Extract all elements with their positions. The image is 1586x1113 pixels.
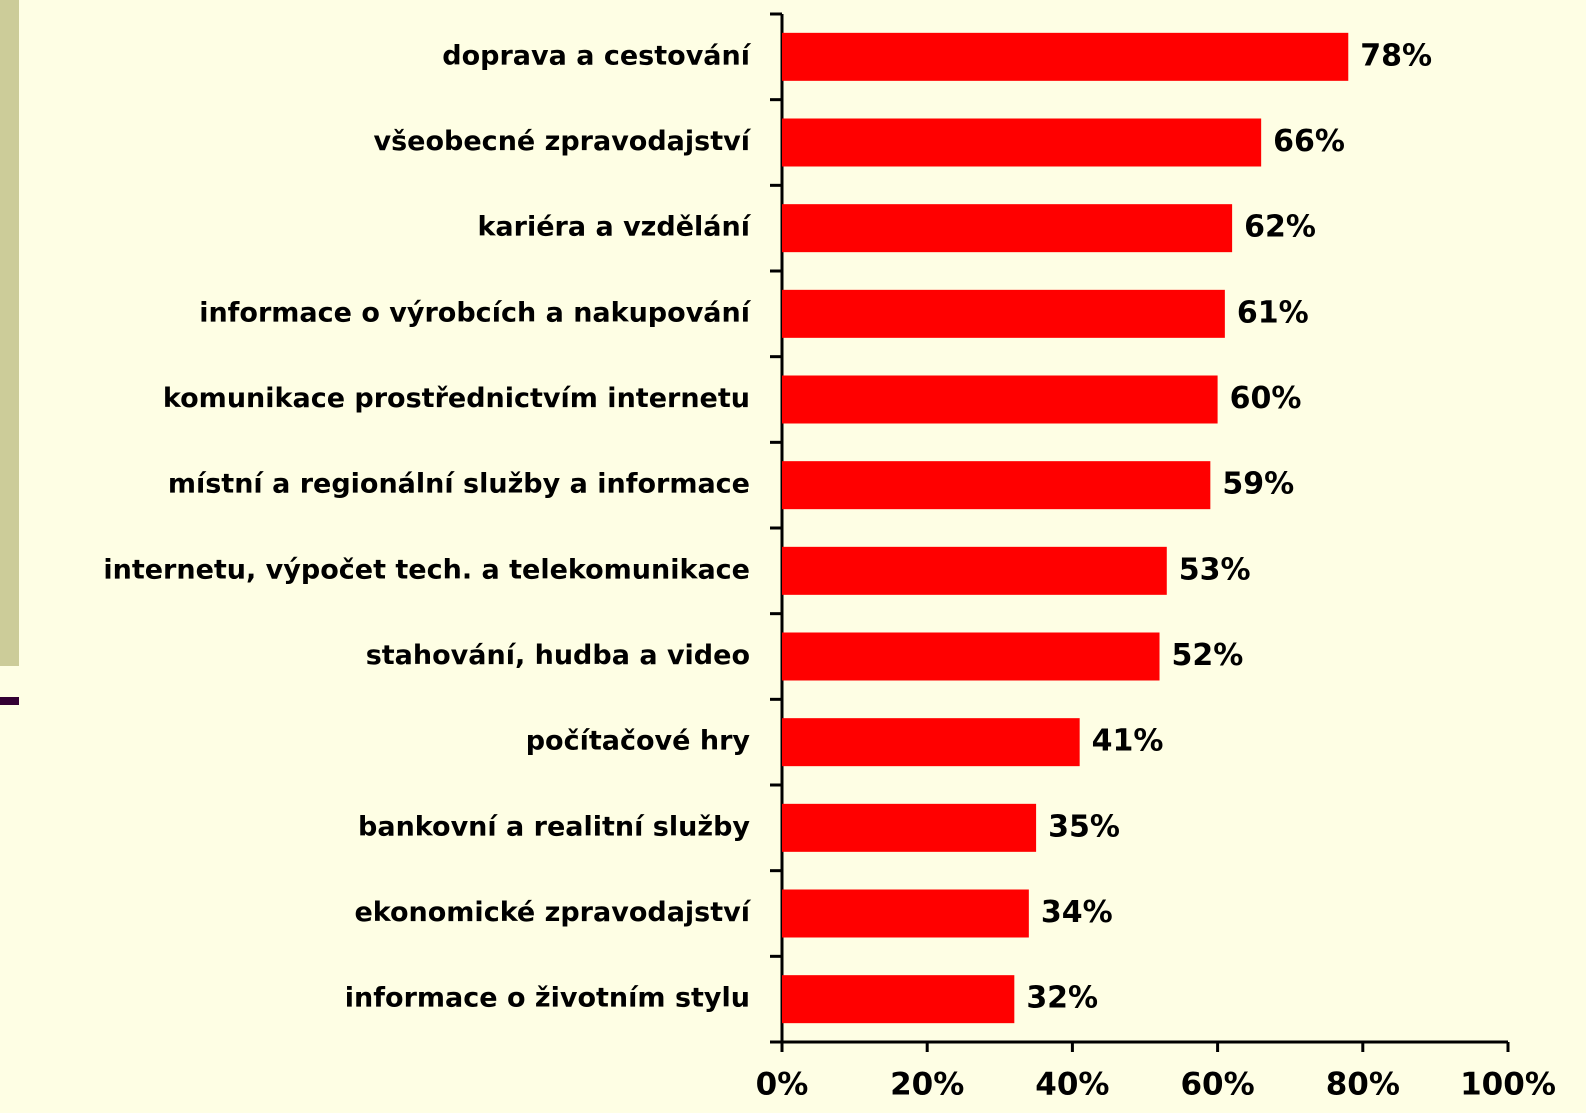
side-bar — [0, 0, 19, 666]
value-label: 61% — [1237, 295, 1309, 330]
y-tick-label: ekonomické zpravodajství — [354, 897, 751, 928]
bar — [782, 289, 1225, 338]
x-tick-label: 0% — [756, 1067, 809, 1103]
x-tick-label: 20% — [890, 1067, 964, 1103]
y-tick-label: počítačové hry — [526, 726, 751, 757]
x-tick-label: 40% — [1035, 1067, 1109, 1103]
bar — [782, 375, 1218, 424]
y-tick-label: místní a regionální služby a informace — [168, 469, 750, 500]
y-tick-label: komunikace prostřednictvím internetu — [163, 383, 750, 414]
bar — [782, 32, 1349, 81]
bar — [782, 889, 1029, 938]
value-label: 34% — [1041, 895, 1113, 930]
side-dash — [0, 697, 19, 705]
bar — [782, 718, 1080, 767]
x-tick-label: 60% — [1180, 1067, 1254, 1103]
value-label: 53% — [1179, 552, 1251, 587]
value-label: 35% — [1048, 809, 1120, 844]
y-tick-label: informace o výrobcích a nakupování — [199, 297, 752, 328]
value-label: 41% — [1092, 724, 1164, 759]
value-label: 78% — [1360, 38, 1432, 73]
x-tick-label: 100% — [1460, 1067, 1556, 1103]
bar — [782, 461, 1211, 510]
value-label: 60% — [1230, 381, 1302, 416]
value-label: 66% — [1273, 124, 1345, 159]
value-label: 62% — [1244, 210, 1316, 245]
bar — [782, 118, 1262, 167]
value-label: 32% — [1026, 981, 1098, 1016]
y-tick-label: doprava a cestování — [442, 40, 751, 71]
y-tick-label: internetu, výpočet tech. a telekomunikac… — [103, 554, 750, 585]
bar — [782, 204, 1233, 253]
y-tick-label: stahování, hudba a video — [366, 640, 750, 671]
y-tick-label: bankovní a realitní služby — [358, 811, 750, 842]
y-tick-label: informace o životním stylu — [345, 983, 750, 1014]
y-tick-label: kariéra a vzdělání — [477, 212, 751, 243]
bar — [782, 803, 1037, 852]
value-label: 59% — [1222, 467, 1294, 502]
value-label: 52% — [1172, 638, 1244, 673]
x-tick-label: 80% — [1326, 1067, 1400, 1103]
bar — [782, 632, 1160, 681]
bar — [782, 975, 1015, 1024]
bar — [782, 546, 1167, 595]
y-tick-label: všeobecné zpravodajství — [374, 126, 752, 157]
